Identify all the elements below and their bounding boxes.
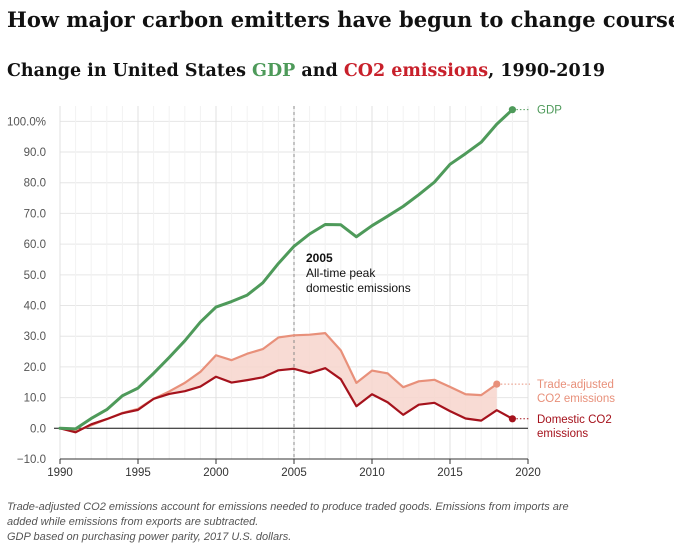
annotation-year: 2005 bbox=[306, 251, 333, 265]
y-tick-label: −10.0 bbox=[17, 454, 46, 466]
trade-adjusted-label-line-2: CO2 emissions bbox=[537, 393, 615, 405]
y-tick-label: 50.0 bbox=[24, 270, 46, 282]
footnote-line-3: GDP based on purchasing power parity, 20… bbox=[7, 531, 292, 543]
annotation-text-line-1: All-time peak bbox=[306, 266, 376, 280]
chart-series bbox=[58, 108, 514, 434]
subtitle-middle: and bbox=[295, 61, 344, 81]
y-tick-label: 70.0 bbox=[24, 208, 46, 220]
subtitle-gdp-word: GDP bbox=[252, 61, 296, 81]
trade-adjusted-label-line-1: Trade-adjusted bbox=[537, 379, 614, 391]
trade-adjusted-end-point bbox=[493, 380, 501, 388]
x-tick-label: 1995 bbox=[125, 467, 151, 479]
x-tick-label: 2010 bbox=[359, 467, 385, 479]
chart-axes: −10.0 0.0 10.0 20.0 30.0 40.0 50.0 60.0 70.0 80.0… bbox=[7, 116, 541, 479]
y-tick-label: 90.0 bbox=[24, 147, 46, 159]
y-tick-label: 10.0 bbox=[24, 393, 46, 405]
gdp-end-point bbox=[508, 106, 516, 114]
chart-subtitle: Change in United States GDP and CO2 emis… bbox=[7, 61, 605, 81]
subtitle-suffix: , 1990-2019 bbox=[488, 61, 606, 81]
y-tick-label: 20.0 bbox=[24, 362, 46, 374]
emissions-gap-area bbox=[60, 333, 497, 433]
footnote-line-2: added while emissions from exports are s… bbox=[7, 516, 259, 528]
subtitle-prefix: Change in United States bbox=[7, 61, 253, 81]
x-tick-label: 2015 bbox=[437, 467, 463, 479]
subtitle-co2-word: CO2 emissions bbox=[343, 61, 489, 81]
domestic-label-line-1: Domestic CO2 bbox=[537, 414, 612, 426]
y-tick-label: 60.0 bbox=[24, 239, 46, 251]
series-labels: GDP Trade-adjusted CO2 emissions Domestic C… bbox=[493, 105, 615, 440]
gdp-label-line-1: GDP bbox=[537, 105, 562, 117]
x-tick-label: 1990 bbox=[47, 467, 73, 479]
y-tick-label: 40.0 bbox=[24, 301, 46, 313]
annotation-text-line-2: domestic emissions bbox=[306, 281, 411, 295]
footnote-line-1: Trade-adjusted CO2 emissions account for… bbox=[7, 501, 569, 513]
x-tick-label: 2005 bbox=[281, 467, 307, 479]
x-tick-label: 2000 bbox=[203, 467, 229, 479]
x-tick-label: 2020 bbox=[515, 467, 541, 479]
y-tick-label: 30.0 bbox=[24, 331, 46, 343]
y-tick-label: 80.0 bbox=[24, 178, 46, 190]
domestic-label-line-2: emissions bbox=[537, 428, 588, 440]
y-tick-label: 100.0% bbox=[7, 116, 46, 128]
domestic-end-point bbox=[508, 415, 516, 423]
chart-title: How major carbon emitters have begun to … bbox=[7, 7, 674, 32]
emissions-gap-band bbox=[60, 333, 497, 433]
gdp-line bbox=[58, 108, 514, 431]
y-tick-label: 0.0 bbox=[30, 423, 46, 435]
domestic-co2-line bbox=[58, 367, 514, 434]
